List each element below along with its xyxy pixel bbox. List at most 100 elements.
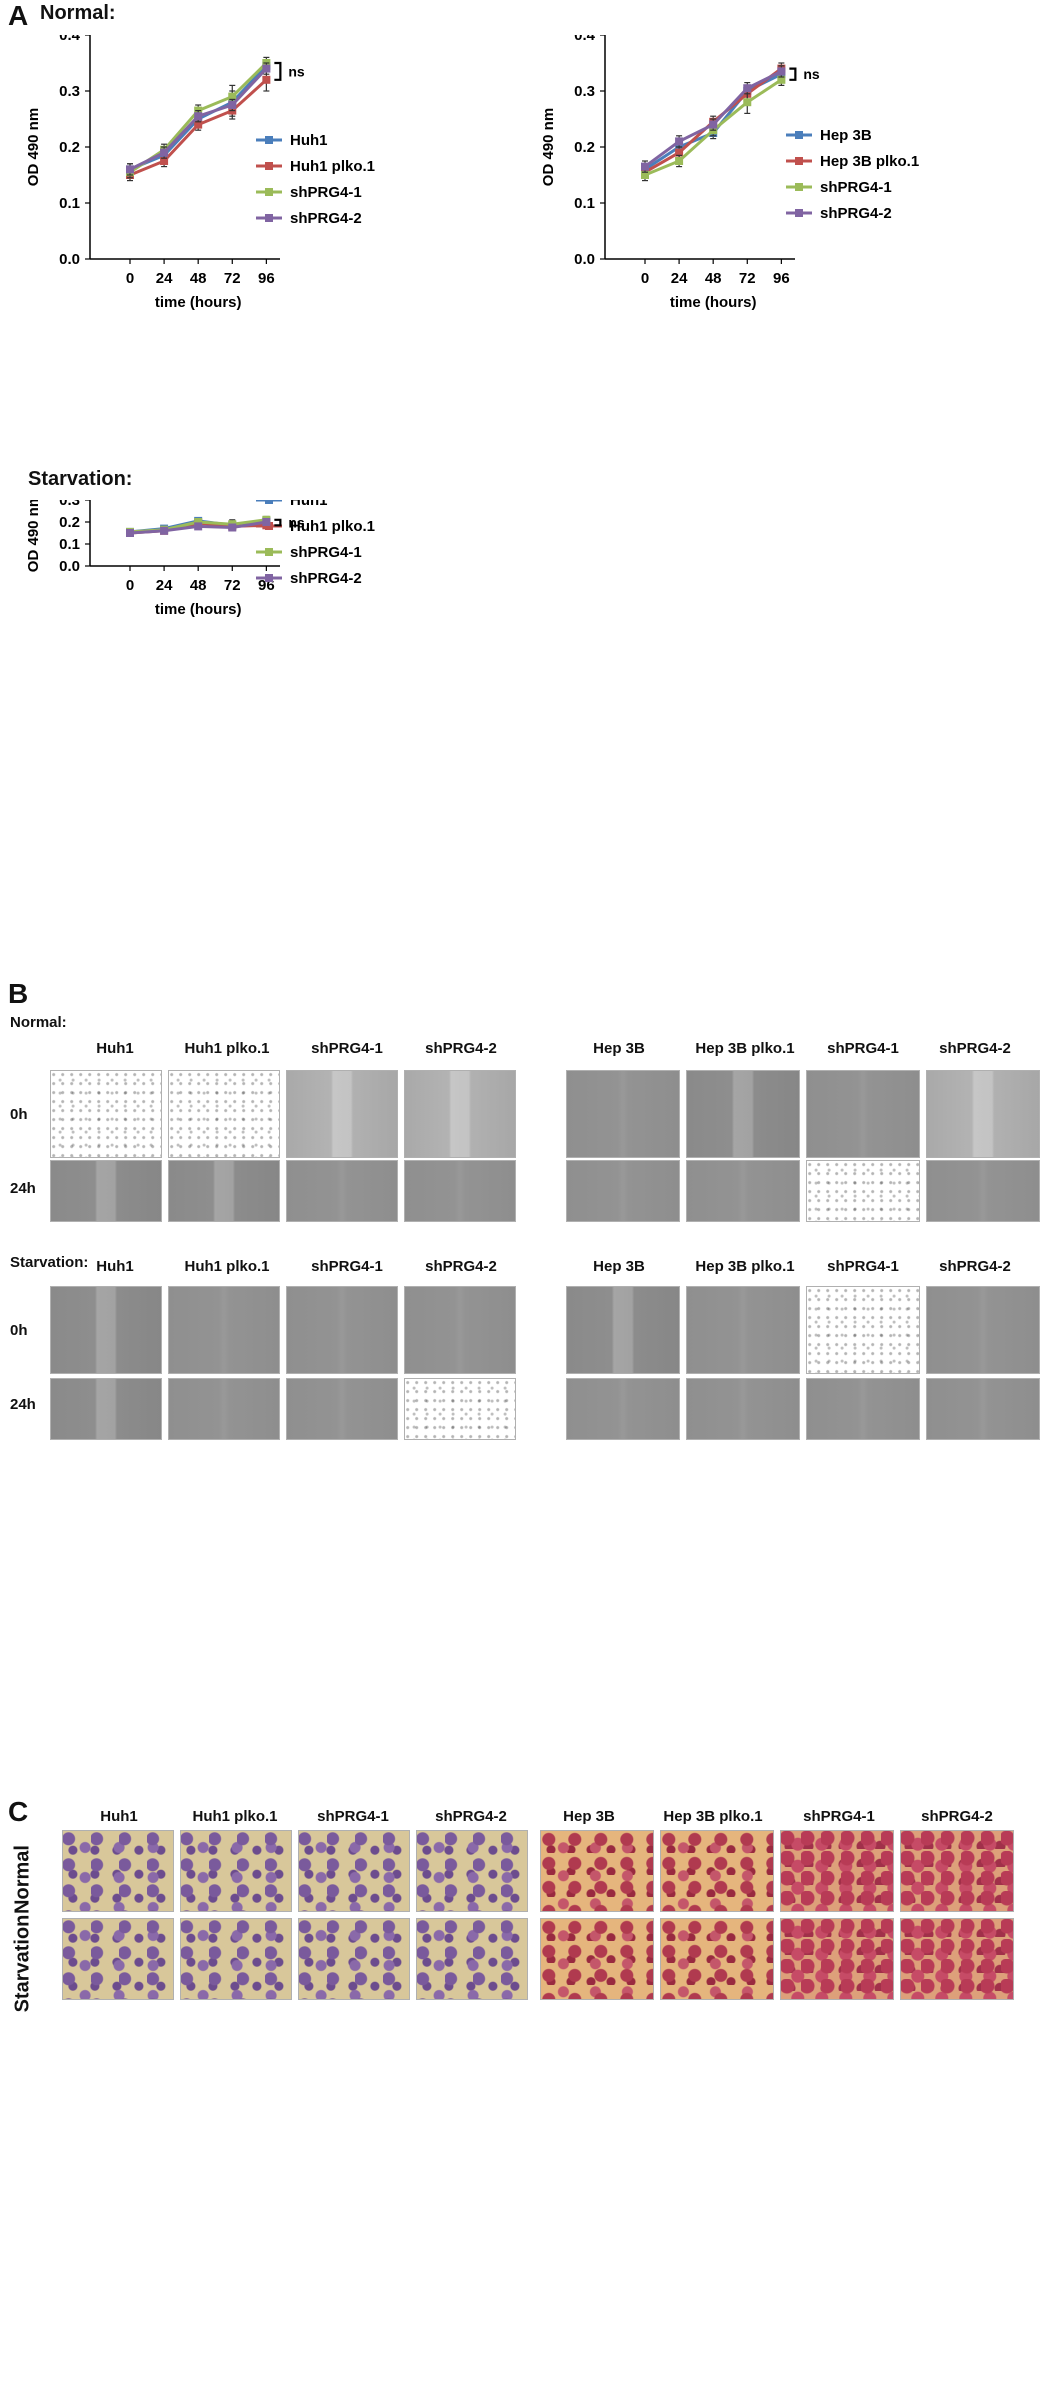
x-tick-label: 24 [156,577,173,594]
wound-image [566,1070,680,1158]
legend-label: Huh1 plko.1 [290,158,375,175]
panel-b-starvation-title: Starvation: [10,1254,89,1271]
legend-label: shPRG4-1 [290,184,362,201]
invasion-image [62,1830,174,1912]
data-point [194,120,203,129]
legend-marker [265,162,273,170]
x-tick-label: 48 [190,577,207,594]
data-point [160,148,169,157]
legend-marker [265,548,273,556]
data-point [262,64,271,73]
y-axis-label: OD 490 nm [25,108,42,186]
b-normal-left-header-1: Huh1 plko.1 [184,1040,270,1057]
panel-a-letter: A [8,0,29,31]
invasion-image [540,1830,654,1912]
invasion-image [780,1830,894,1912]
y-tick-label: 0.2 [59,514,80,531]
legend-marker [795,131,803,139]
data-point [194,112,203,121]
data-point [262,75,271,84]
legend-marker [265,188,273,196]
wound-image [50,1160,162,1222]
wound-image [686,1160,800,1222]
data-point [777,67,786,76]
data-point [743,98,752,107]
b-normal-right-header-1: Hep 3B plko.1 [695,1040,795,1057]
data-point [228,101,237,109]
line-chart-normal-huh1: 0.0 0.1 0.2 0.3 0.4 0 24 48 72 96 time (hours) OD 4… [25,35,375,311]
c-left-header-2: shPRG4-1 [317,1808,389,1825]
c-left-header-0: Huh1 [100,1808,138,1825]
c-left-header-3: shPRG4-2 [435,1808,507,1825]
wound-image [806,1286,920,1374]
invasion-image [780,1918,894,2000]
invasion-image [660,1830,774,1912]
y-tick-label: 0.4 [574,35,596,44]
legend-label: shPRG4-1 [290,544,362,561]
legend-label: Huh1 [290,132,328,149]
legend-marker [795,183,803,191]
data-point [160,157,169,165]
wound-image [404,1160,516,1222]
wound-image [50,1070,162,1158]
legend-label: Hep 3B plko.1 [820,153,919,170]
x-tick-label: 0 [641,270,649,287]
wound-image [286,1160,398,1222]
legend-marker [795,157,803,165]
wound-image [566,1160,680,1222]
c-right-header-0: Hep 3B [563,1808,615,1825]
legend-marker [795,209,803,217]
b-starv-right-header-3: shPRG4-2 [939,1258,1011,1275]
wound-image [806,1070,920,1158]
c-right-header-3: shPRG4-2 [921,1808,993,1825]
invasion-image [540,1918,654,2000]
wound-image [926,1070,1040,1158]
wound-image [404,1378,516,1440]
data-point [709,120,718,129]
invasion-image [416,1918,528,2000]
b-starv-left-header-2: shPRG4-1 [311,1258,383,1275]
x-tick-label: 48 [705,270,722,287]
invasion-image [180,1830,292,1912]
wound-image [168,1070,280,1158]
legend-label: Huh1 [290,500,328,509]
data-point [743,84,752,93]
data-point [160,526,169,535]
y-tick-label: 0.1 [59,195,80,212]
b-normal-right-header-3: shPRG4-2 [939,1040,1011,1057]
b-starv-right-header-1: Hep 3B plko.1 [695,1258,795,1275]
wound-image [286,1070,398,1158]
invasion-image [62,1918,174,2000]
panel-a-normal-title: Normal: [40,2,116,24]
legend-marker [265,574,273,582]
invasion-image [900,1918,1014,2000]
bar-chart-invasion-left [5,2012,520,2390]
ns-label: ns [288,515,305,531]
wound-image [926,1286,1040,1374]
legend-marker [265,136,273,144]
b-normal-right-header-0: Hep 3B [593,1040,645,1057]
ns-label: ns [288,63,305,79]
invasion-image [298,1918,410,2000]
wound-image [168,1378,280,1440]
y-tick-label: 0.3 [59,83,80,100]
ns-bracket [274,61,282,81]
invasion-image [298,1830,410,1912]
legend-marker [265,500,273,504]
bar-chart-wound-right [525,1444,1050,1772]
data-point [777,75,786,84]
c-row-starvation: Starvation [11,1914,34,2013]
b-starv-left-header-1: Huh1 plko.1 [184,1258,270,1275]
b-normal-left-header-2: shPRG4-1 [311,1040,383,1057]
wound-image [686,1070,800,1158]
data-point [194,518,203,526]
legend-label: shPRG4-2 [290,210,362,227]
wound-image [806,1160,920,1222]
y-tick-label: 0.0 [59,251,80,268]
x-axis-label: time (hours) [155,601,242,618]
y-tick-label: 0.4 [59,35,81,44]
x-tick-label: 0 [126,577,134,594]
wound-image [50,1378,162,1440]
data-point [228,523,237,532]
